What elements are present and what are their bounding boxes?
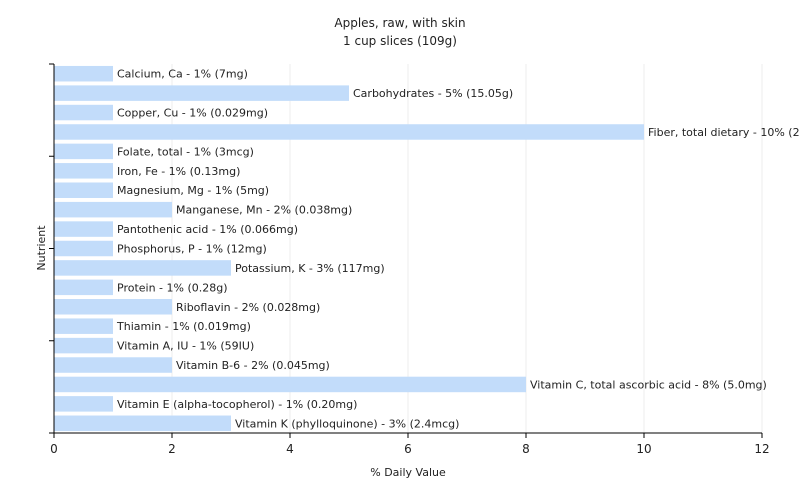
bar-label: Magnesium, Mg - 1% (5mg): [117, 184, 269, 197]
bar-label: Potassium, K - 3% (117mg): [235, 262, 385, 275]
bar-label: Calcium, Ca - 1% (7mg): [117, 68, 248, 81]
bar-layer: Calcium, Ca - 1% (7mg) Carbohydrates - 5%…: [54, 65, 800, 432]
bar: [54, 415, 231, 432]
bar-label: Thiamin - 1% (0.019mg): [116, 320, 251, 333]
bar: [54, 318, 113, 334]
bar-label: Vitamin K (phylloquinone) - 3% (2.4mcg): [235, 417, 459, 430]
x-tick-label: 6: [404, 442, 412, 456]
bar: [54, 240, 113, 257]
x-tick-label: 0: [50, 442, 58, 456]
x-axis-label: % Daily Value: [370, 466, 446, 479]
bar-label: Copper, Cu - 1% (0.029mg): [117, 107, 268, 120]
chart-subtitle: 1 cup slices (109g): [343, 34, 457, 48]
bar: [54, 201, 172, 218]
bar: [54, 65, 113, 82]
y-axis-label: Nutrient: [35, 225, 48, 271]
bar-label: Vitamin A, IU - 1% (59IU): [117, 340, 254, 353]
bar-label: Vitamin B-6 - 2% (0.045mg): [176, 359, 330, 372]
bar: [54, 279, 113, 296]
bar: [54, 337, 113, 354]
bar-label: Fiber, total dietary - 10% (2.6g): [648, 126, 800, 139]
bar-label: Iron, Fe - 1% (0.13mg): [117, 165, 240, 178]
x-tick-label: 4: [286, 442, 294, 456]
bar: [54, 143, 113, 160]
bar: [54, 221, 113, 237]
bar: [54, 163, 113, 179]
bar: [54, 104, 113, 121]
bar: [54, 299, 172, 315]
x-tick-label: 10: [636, 442, 651, 456]
bar: [54, 85, 349, 101]
bar-label: Folate, total - 1% (3mcg): [117, 145, 254, 158]
axis-layer: 0 2 4 6 8 10 12: [49, 63, 770, 456]
bar-label: Vitamin C, total ascorbic acid - 8% (5.0…: [530, 378, 767, 391]
bar: [54, 357, 172, 373]
x-tick-label: 12: [754, 442, 769, 456]
bar: [54, 260, 231, 276]
x-tick-label: 2: [168, 442, 176, 456]
x-tick-label: 8: [522, 442, 530, 456]
bar-label: Pantothenic acid - 1% (0.066mg): [117, 223, 298, 236]
bar-label: Vitamin E (alpha-tocopherol) - 1% (0.20m…: [117, 398, 357, 411]
bar: [54, 396, 113, 412]
bar-label: Riboflavin - 2% (0.028mg): [176, 301, 320, 314]
bar-label: Manganese, Mn - 2% (0.038mg): [176, 204, 352, 217]
bar: [54, 376, 526, 393]
bar-label: Carbohydrates - 5% (15.05g): [353, 87, 513, 100]
bar: [54, 182, 113, 198]
bar: [54, 124, 644, 140]
bar-label: Phosphorus, P - 1% (12mg): [117, 243, 267, 256]
chart-title: Apples, raw, with skin: [334, 16, 465, 30]
bar-label: Protein - 1% (0.28g): [117, 281, 228, 294]
